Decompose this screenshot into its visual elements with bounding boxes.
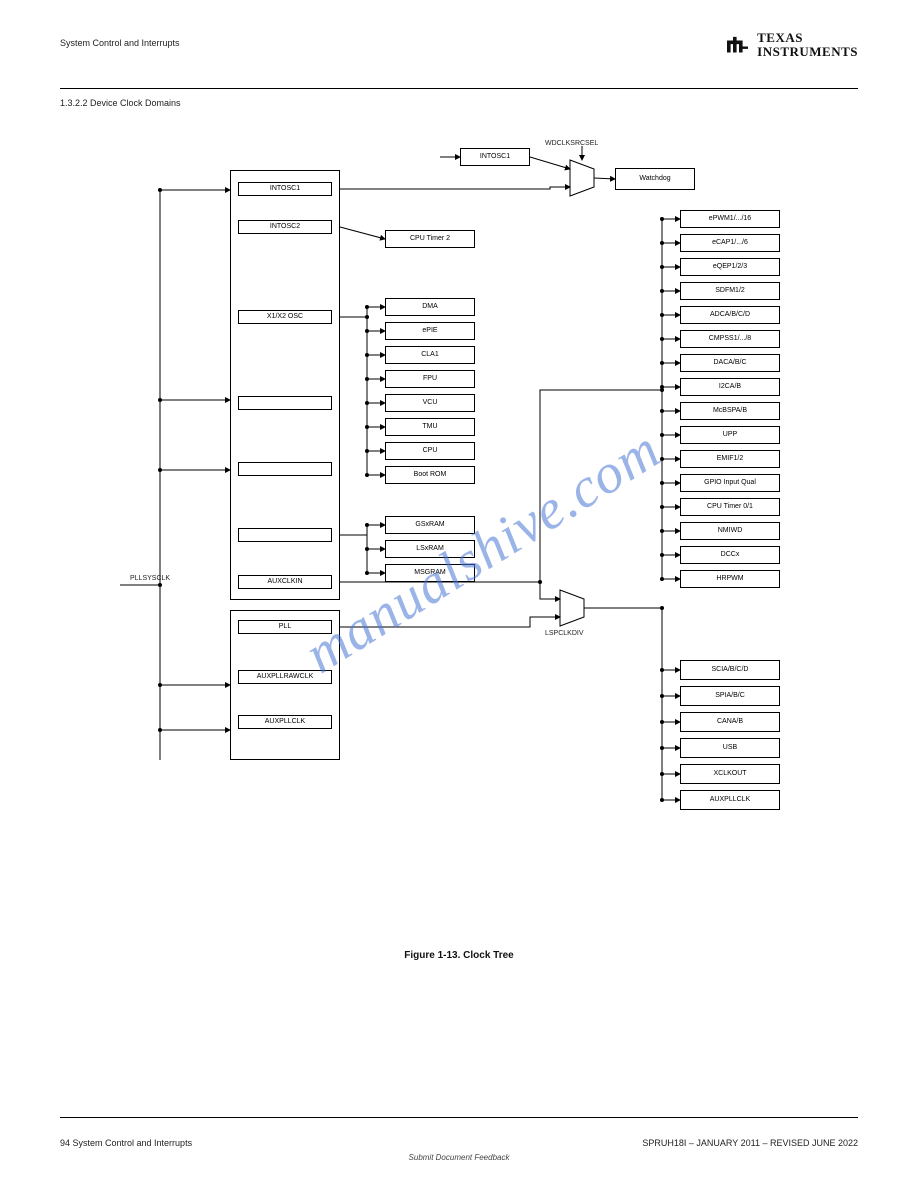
mid1-block-3: FPU (385, 370, 475, 388)
ti-brand-line2: INSTRUMENTS (757, 45, 858, 59)
mid2-block-0: GSxRAM (385, 516, 475, 534)
pllsysclk-label: PLLSYSCLK (130, 575, 170, 582)
right-a-block-10: EMIF1/2 (680, 450, 780, 468)
right-a-block-11: GPIO Input Qual (680, 474, 780, 492)
right-b-block-0: SCIA/B/C/D (680, 660, 780, 680)
mid1-block-6: CPU (385, 442, 475, 460)
ti-logo-icon (721, 30, 751, 60)
container-a-row-4 (238, 462, 332, 476)
right-a-block-2: eQEP1/2/3 (680, 258, 780, 276)
right-a-block-15: HRPWM (680, 570, 780, 588)
mid2-block-2: MSGRAM (385, 564, 475, 582)
right-a-block-1: eCAP1/.../6 (680, 234, 780, 252)
right-a-block-9: UPP (680, 426, 780, 444)
clock-tree-diagram: INTOSC1 Watchdog WDCLKSRCSEL PLLSYSCLK INTOS… (60, 120, 858, 940)
mid2-block-1: LSxRAM (385, 540, 475, 558)
container-b-row-0: PLL (238, 620, 332, 634)
container-b-row-2: AUXPLLCLK (238, 715, 332, 729)
header-section-title: System Control and Interrupts (60, 38, 180, 48)
container-a-row-0: INTOSC1 (238, 182, 332, 196)
right-b-block-2: CANA/B (680, 712, 780, 732)
footer-left: 94 System Control and Interrupts (60, 1138, 192, 1148)
right-a-block-4: ADCA/B/C/D (680, 306, 780, 324)
figure-caption: Figure 1-13. Clock Tree (0, 950, 918, 961)
right-a-block-8: McBSPA/B (680, 402, 780, 420)
container-a-row-6: AUXCLKIN (238, 575, 332, 589)
footer-sub: Submit Document Feedback (0, 1153, 918, 1162)
ti-brand-line1: TEXAS (757, 31, 858, 45)
wdclksrcsel-label: WDCLKSRCSEL (545, 140, 598, 147)
mid1-block-5: TMU (385, 418, 475, 436)
intosc1-block: INTOSC1 (460, 148, 530, 166)
right-b-block-3: USB (680, 738, 780, 758)
ti-logo: TEXAS INSTRUMENTS (721, 30, 858, 60)
watchdog-block: Watchdog (615, 168, 695, 190)
container-a-row-5 (238, 528, 332, 542)
right-a-block-14: DCCx (680, 546, 780, 564)
cpu-timer2-block: CPU Timer 2 (385, 230, 475, 248)
container-a-row-3 (238, 396, 332, 410)
right-a-block-7: I2CA/B (680, 378, 780, 396)
footer-rule (60, 1117, 858, 1118)
mid1-block-0: DMA (385, 298, 475, 316)
right-a-block-5: CMPSS1/.../8 (680, 330, 780, 348)
right-b-block-1: SPIA/B/C (680, 686, 780, 706)
header-rule (60, 88, 858, 89)
lspclkdiv-label: LSPCLKDIV (545, 630, 584, 637)
right-b-block-5: AUXPLLCLK (680, 790, 780, 810)
right-a-block-13: NMIWD (680, 522, 780, 540)
mid1-block-1: ePIE (385, 322, 475, 340)
section-sublabel: 1.3.2.2 Device Clock Domains (60, 98, 181, 108)
page-header: System Control and Interrupts TEXAS INST… (60, 30, 858, 90)
container-a-row-2: X1/X2 OSC (238, 310, 332, 324)
mid1-block-4: VCU (385, 394, 475, 412)
container-a-row-1: INTOSC2 (238, 220, 332, 234)
mid1-block-7: Boot ROM (385, 466, 475, 484)
right-a-block-12: CPU Timer 0/1 (680, 498, 780, 516)
mid1-block-2: CLA1 (385, 346, 475, 364)
page-footer: 94 System Control and Interrupts SPRUH18… (60, 1138, 858, 1148)
right-a-block-6: DACA/B/C (680, 354, 780, 372)
right-b-block-4: XCLKOUT (680, 764, 780, 784)
container-b-row-1: AUXPLLRAWCLK (238, 670, 332, 684)
footer-right: SPRUH18I – JANUARY 2011 – REVISED JUNE 2… (642, 1138, 858, 1148)
right-a-block-0: ePWM1/.../16 (680, 210, 780, 228)
right-a-block-3: SDFM1/2 (680, 282, 780, 300)
